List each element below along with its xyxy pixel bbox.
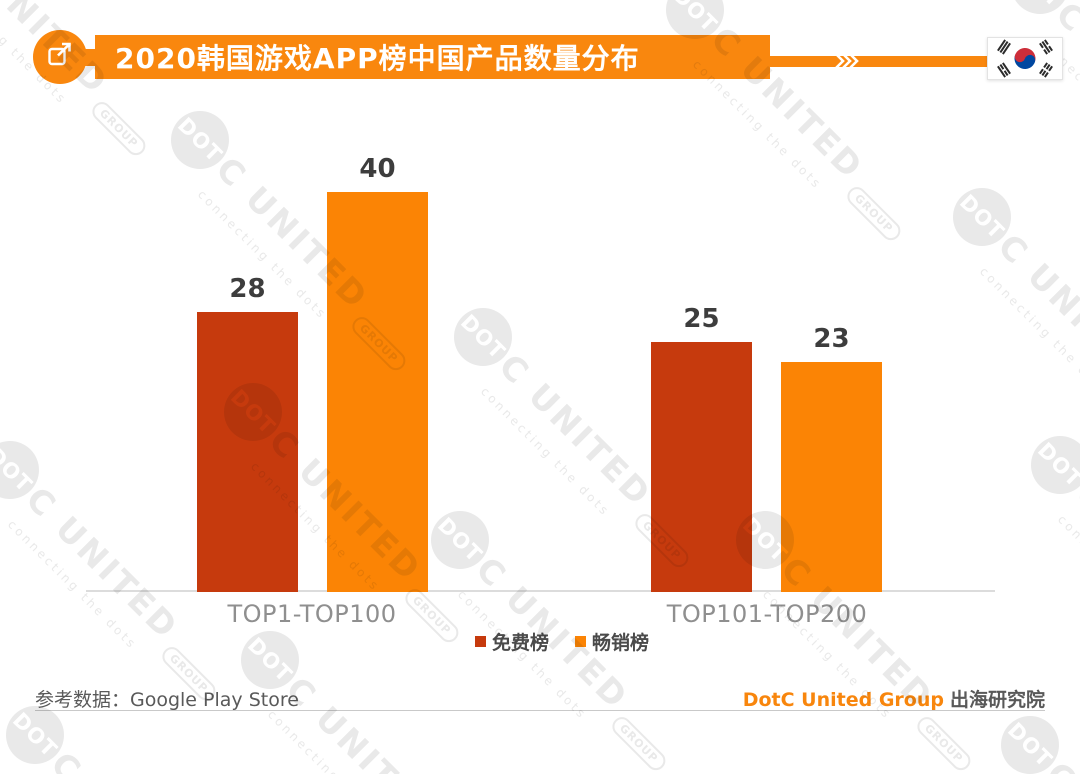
legend-swatch (474, 636, 486, 647)
triple-chevron-right-icon (834, 52, 864, 74)
page-title: 2020韩国游戏APP榜中国产品数量分布 (115, 42, 640, 75)
legend-item-bestseller: 畅销榜 (575, 628, 649, 655)
data-source-note: 参考数据：Google Play Store (35, 689, 299, 711)
south-korea-flag-icon (987, 37, 1063, 80)
legend-label: 畅销榜 (592, 632, 650, 654)
bar-value-label: 23 (813, 324, 850, 354)
chart-legend: 免费榜 畅销榜 (22, 628, 1080, 655)
brand-name: DotC United Group (742, 689, 944, 711)
brand-department: 出海研究院 (949, 689, 1045, 711)
bar-免费榜-TOP101-TOP200: 25 (651, 304, 752, 592)
export-icon (45, 40, 75, 74)
header-rule-line (770, 56, 988, 67)
legend-item-free: 免费榜 (474, 628, 549, 655)
brand-attribution: DotC United Group 出海研究院 (743, 685, 1045, 712)
header-export-badge (33, 30, 87, 84)
x-axis-line (86, 590, 995, 592)
category-label: TOP101-TOP200 (666, 600, 868, 628)
legend-swatch (575, 636, 586, 647)
legend-label: 免费榜 (491, 632, 549, 654)
bar-畅销榜-TOP1-TOP100: 40 (327, 154, 428, 592)
bar-畅销榜-TOP101-TOP200: 23 (781, 324, 882, 592)
category-label: TOP1-TOP100 (227, 600, 397, 628)
bar-value-label: 28 (229, 274, 266, 304)
bar-value-label: 25 (683, 304, 720, 334)
bar-免费榜-TOP1-TOP100: 28 (197, 274, 298, 592)
header-connector (84, 49, 98, 66)
bar-value-label: 40 (359, 154, 396, 184)
header-title-bar: 2020韩国游戏APP榜中国产品数量分布 (95, 35, 770, 79)
footer-divider (35, 710, 1045, 711)
